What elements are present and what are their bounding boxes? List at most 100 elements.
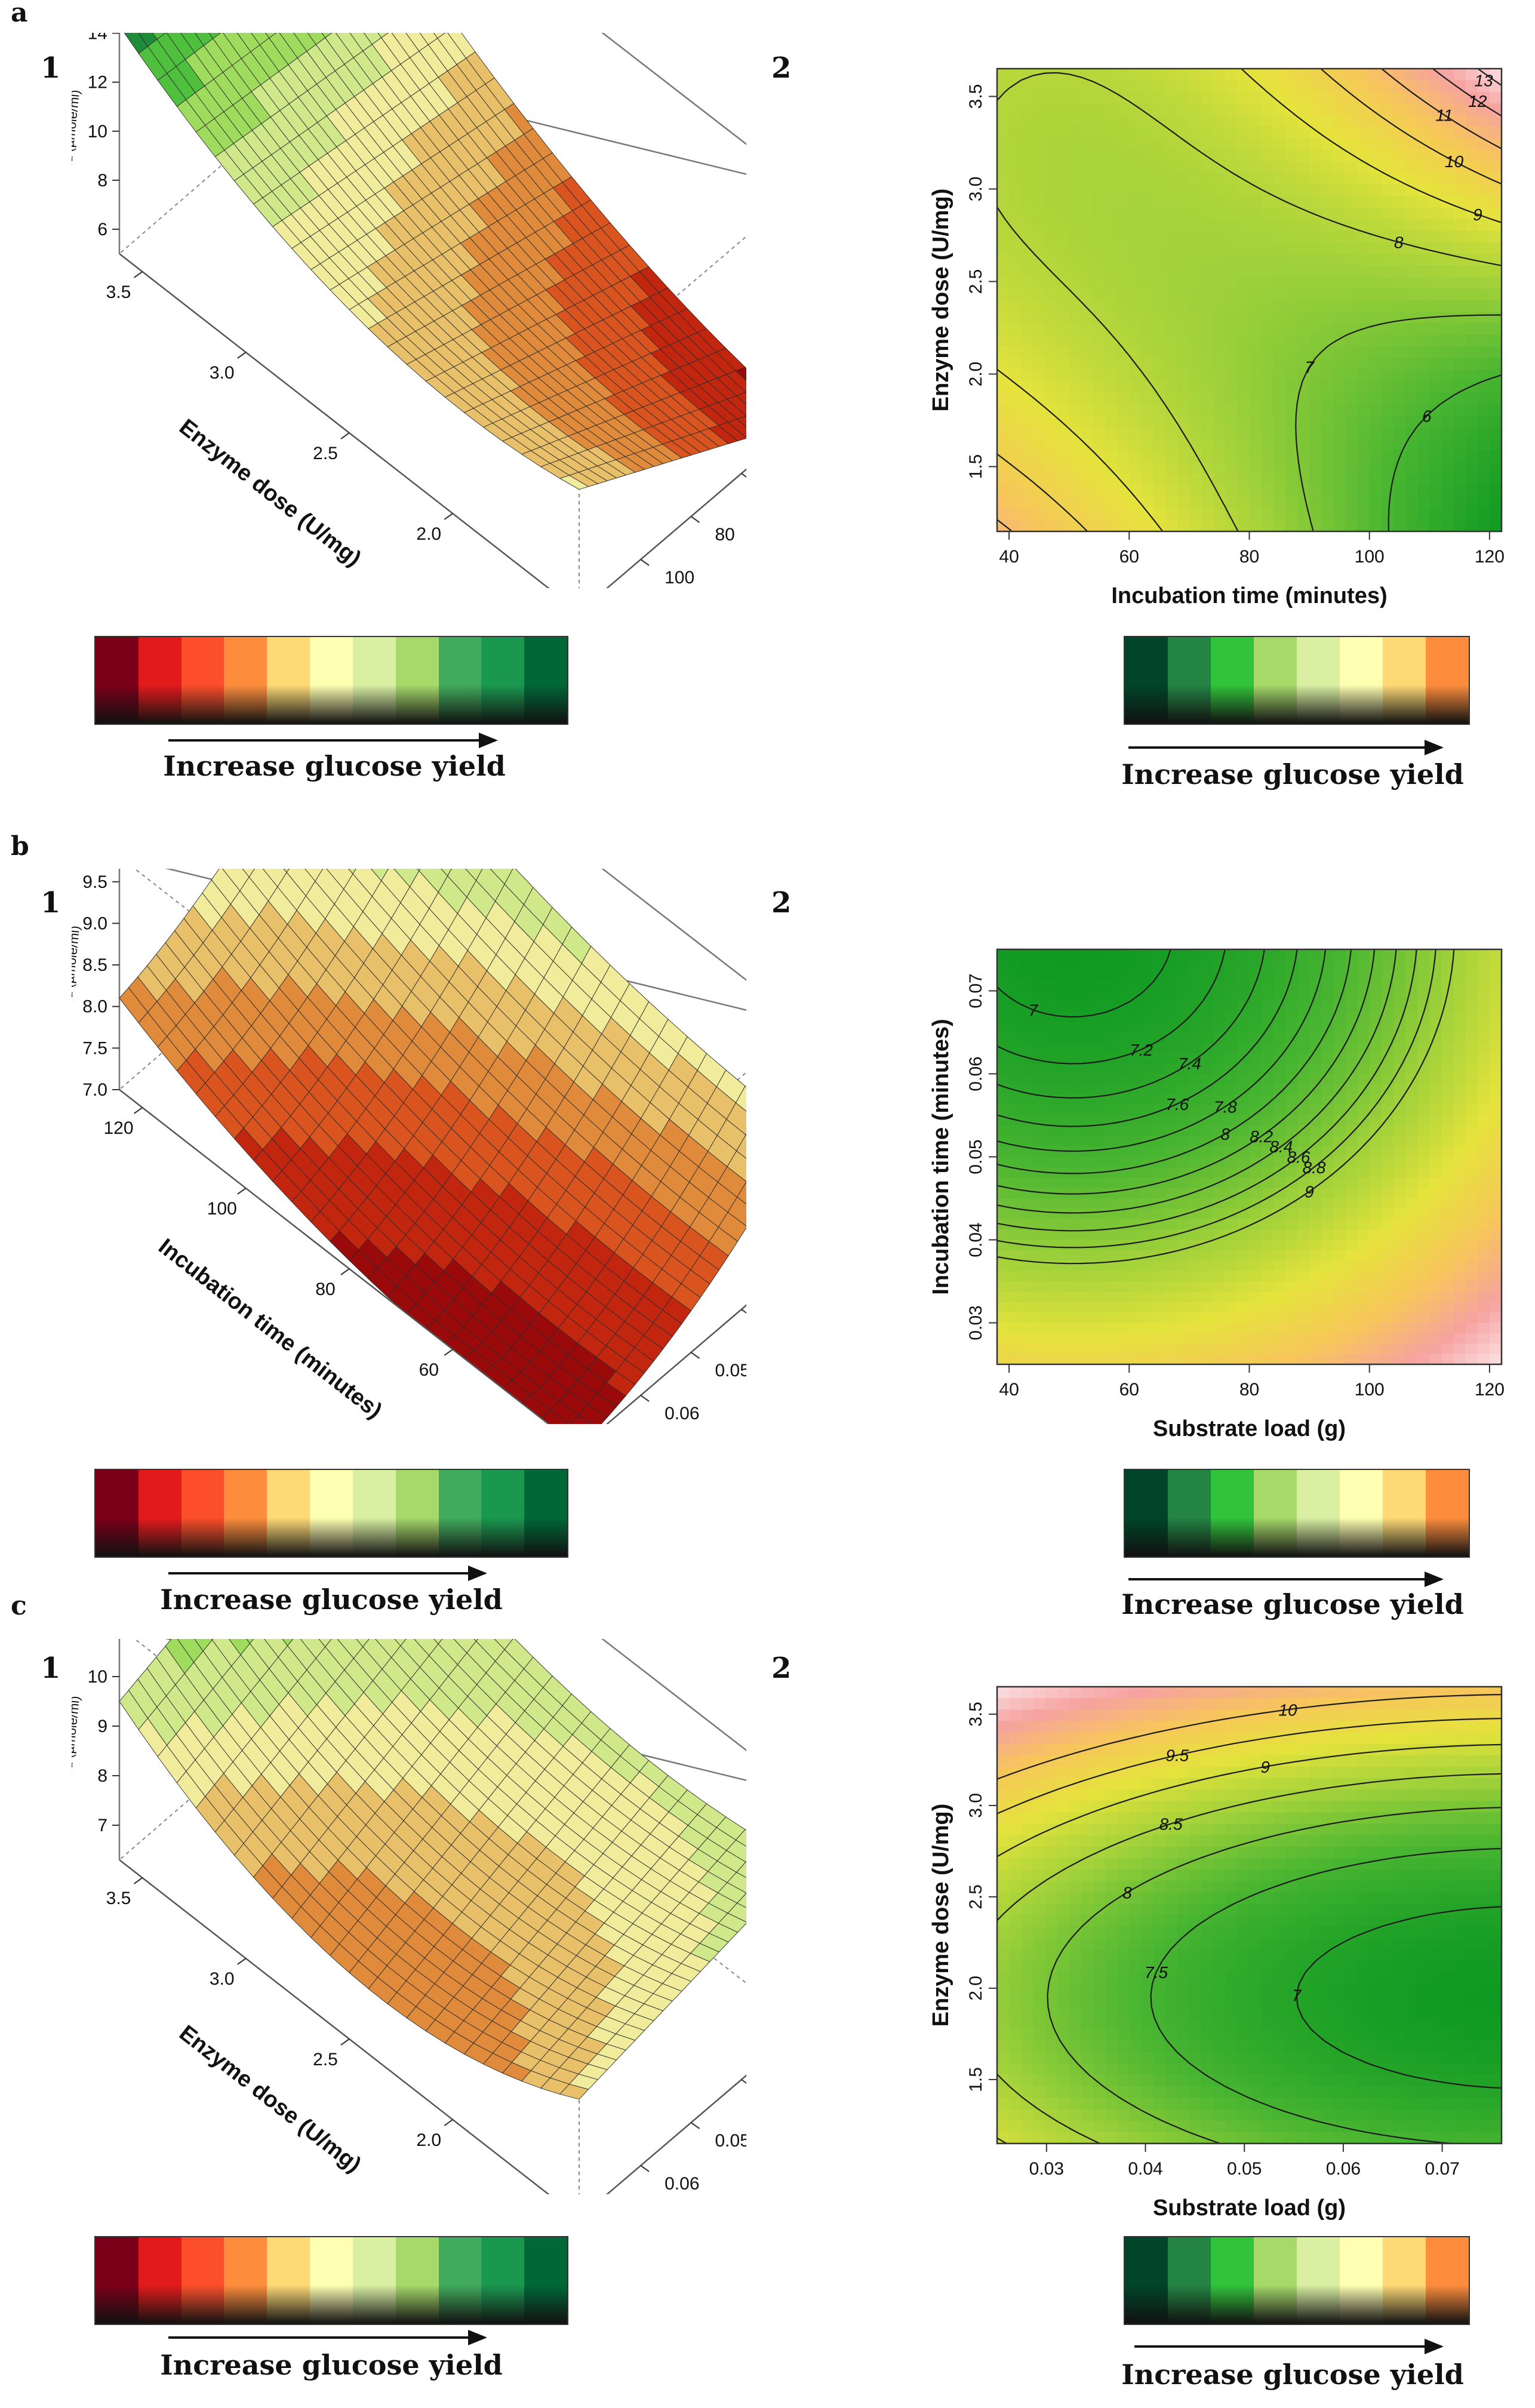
heat-cell bbox=[1069, 991, 1082, 1002]
heat-cell bbox=[1273, 1136, 1286, 1147]
heat-cell bbox=[1249, 508, 1262, 521]
heat-cell bbox=[1249, 334, 1262, 347]
heat-cell bbox=[1369, 1167, 1382, 1178]
heat-cell bbox=[1429, 1157, 1442, 1168]
heat-cell bbox=[1057, 254, 1070, 266]
heat-cell bbox=[1105, 184, 1118, 196]
heat-cell bbox=[1201, 346, 1214, 358]
heat-cell bbox=[1237, 69, 1250, 81]
heat-cell bbox=[1429, 323, 1442, 336]
heat-cell bbox=[1441, 369, 1454, 382]
heat-cell bbox=[1057, 991, 1070, 1002]
heat-cell bbox=[1153, 439, 1166, 451]
heat-cell bbox=[1429, 1240, 1442, 1251]
heat-cell bbox=[1261, 184, 1274, 196]
heat-cell bbox=[1189, 404, 1202, 416]
heat-cell bbox=[1249, 91, 1262, 104]
heat-cell bbox=[1489, 1105, 1502, 1116]
heat-cell bbox=[997, 230, 1010, 243]
heat-cell bbox=[1405, 1157, 1418, 1168]
heat-cell bbox=[997, 496, 1010, 509]
heat-cell bbox=[1045, 1219, 1058, 1230]
heat-cell bbox=[1405, 519, 1418, 532]
heat-cell bbox=[1165, 196, 1178, 208]
heat-cell bbox=[997, 334, 1010, 347]
heat-cell bbox=[1177, 1074, 1190, 1085]
heat-cell bbox=[1489, 276, 1502, 289]
heat-cell bbox=[1165, 1001, 1178, 1012]
heat-cell bbox=[1141, 230, 1154, 243]
heat-cell bbox=[1285, 288, 1298, 301]
heat-cell bbox=[1033, 508, 1046, 521]
heat-cell bbox=[1285, 1125, 1298, 1137]
heat-cell bbox=[1129, 1022, 1142, 1033]
heat-cell bbox=[1033, 80, 1046, 93]
y-tick-label: 0.06 bbox=[665, 2174, 699, 2194]
heat-cell bbox=[1357, 1032, 1370, 1043]
heat-cell bbox=[1141, 462, 1154, 474]
heat-cell bbox=[1153, 91, 1166, 104]
heat-cell bbox=[1297, 1271, 1310, 1282]
x-tick-label: 100 bbox=[1355, 547, 1385, 567]
heat-cell bbox=[997, 991, 1010, 1002]
heat-cell bbox=[1357, 496, 1370, 509]
heat-cell bbox=[1333, 462, 1346, 474]
heat-cell bbox=[1309, 196, 1322, 208]
heat-cell bbox=[1033, 149, 1046, 162]
heat-cell bbox=[1069, 173, 1082, 185]
heat-cell bbox=[1189, 69, 1202, 81]
heat-cell bbox=[1117, 334, 1130, 347]
heat-cell bbox=[1489, 439, 1502, 451]
heat-cell bbox=[1177, 334, 1190, 347]
heat-cell bbox=[1129, 980, 1142, 992]
heat-cell bbox=[1273, 161, 1286, 173]
heat-cell bbox=[1261, 265, 1274, 278]
heat-cell bbox=[1165, 173, 1178, 185]
heat-cell bbox=[1129, 103, 1142, 116]
heat-cell bbox=[1465, 959, 1478, 971]
heat-cell bbox=[1129, 149, 1142, 162]
heat-cell bbox=[1045, 439, 1058, 451]
heat-cell bbox=[1285, 404, 1298, 416]
heat-cell bbox=[1045, 1084, 1058, 1095]
heat-cell bbox=[1297, 404, 1310, 416]
heat-cell bbox=[1069, 254, 1082, 266]
heat-cell bbox=[1477, 219, 1490, 231]
heat-cell bbox=[1333, 1219, 1346, 1230]
heat-cell bbox=[1273, 219, 1286, 231]
heat-cell bbox=[1477, 80, 1490, 93]
heat-cell bbox=[1141, 1281, 1154, 1292]
heat-cell bbox=[1021, 334, 1033, 347]
heat-cell bbox=[1249, 496, 1262, 509]
heat-cell bbox=[1345, 1240, 1358, 1251]
heat-cell bbox=[1477, 1167, 1490, 1178]
heat-cell bbox=[1345, 1053, 1358, 1064]
heat-cell bbox=[1021, 1167, 1033, 1178]
heat-cell bbox=[1489, 1094, 1502, 1106]
heat-cell bbox=[1309, 1063, 1322, 1075]
heat-cell bbox=[1057, 1167, 1070, 1178]
heat-cell bbox=[1081, 346, 1094, 358]
heat-cell bbox=[1393, 1001, 1406, 1012]
heat-cell bbox=[1033, 1291, 1046, 1303]
heat-cell bbox=[997, 1188, 1010, 1199]
heat-cell bbox=[1429, 369, 1442, 382]
heat-cell bbox=[1225, 276, 1238, 289]
heat-cell bbox=[1225, 1053, 1238, 1064]
heat-cell bbox=[1489, 450, 1502, 463]
heat-cell bbox=[1177, 1260, 1190, 1272]
heat-cell bbox=[1357, 161, 1370, 173]
heat-cell bbox=[1177, 1001, 1190, 1012]
heat-cell bbox=[1105, 1053, 1118, 1064]
heat-cell bbox=[1069, 276, 1082, 289]
heat-cell bbox=[1033, 126, 1046, 139]
heat-cell bbox=[1489, 1053, 1502, 1064]
heat-cell bbox=[1261, 1177, 1274, 1189]
heat-cell bbox=[1369, 1063, 1382, 1075]
heat-cell bbox=[1273, 311, 1286, 324]
heat-cell bbox=[1345, 1032, 1358, 1043]
heat-cell bbox=[1393, 1188, 1406, 1199]
heat-cell bbox=[1069, 207, 1082, 220]
heat-cell bbox=[1441, 485, 1454, 497]
heat-cell bbox=[1489, 1219, 1502, 1230]
